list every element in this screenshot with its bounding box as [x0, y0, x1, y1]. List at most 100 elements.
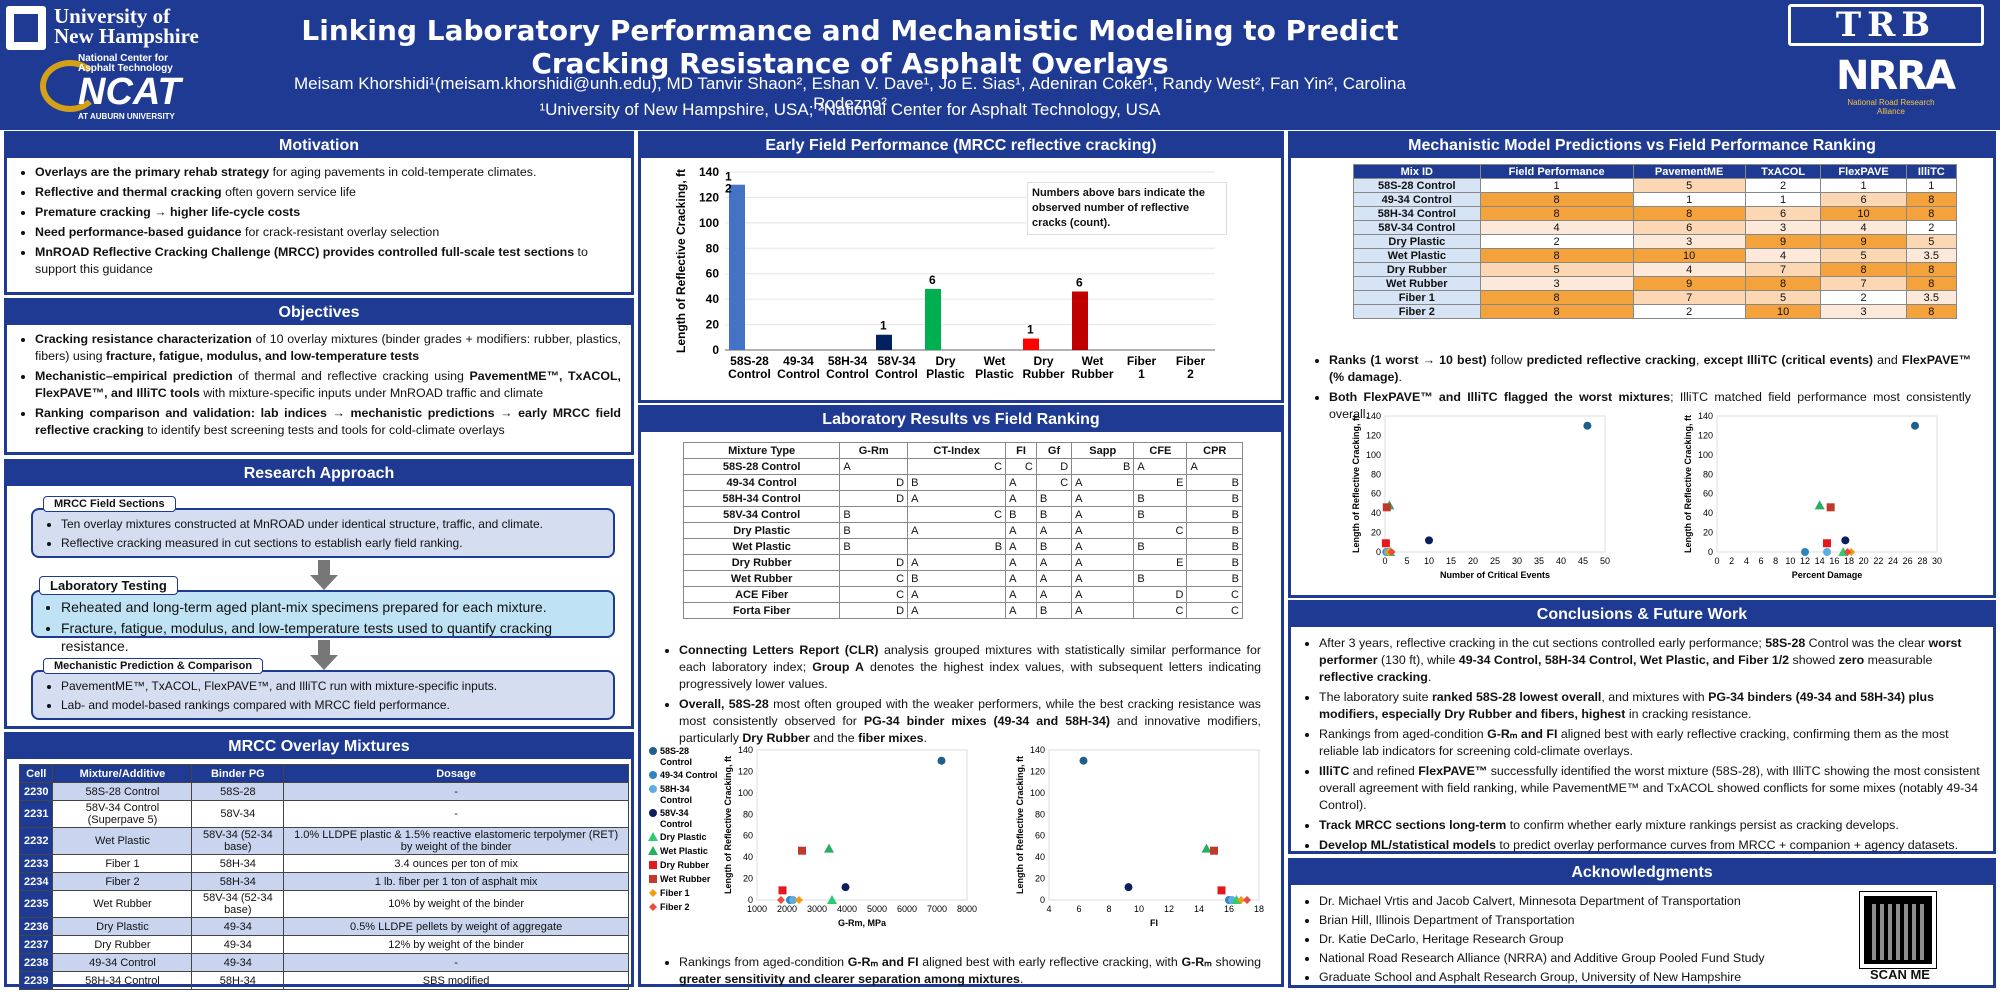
approach-list-model: PavementME™, TxACOL, FlexPAVE™, and Illi… [43, 678, 603, 713]
ack-item: Dr. Michael Vrtis and Jacob Calvert, Min… [1319, 893, 1983, 909]
approach-bullet: Lab- and model-based rankings compared w… [61, 697, 603, 713]
table-cell: 58H-34 Control [1353, 206, 1481, 221]
motivation-item-text: for crack-resistant overlay selection [241, 225, 440, 239]
table-cell: 6 [1744, 206, 1822, 221]
y-tick-label: 140 [738, 745, 753, 755]
x-tick-label: 5000 [867, 904, 887, 914]
c3-t2: aligned best with early reflective crack… [1319, 727, 1949, 758]
group-letter-left: B [1039, 540, 1048, 553]
x-tick-label: Wet Rubber [1072, 354, 1114, 381]
x-tick-label: 15 [1446, 556, 1456, 566]
mixture-name-cell: Forta Fiber [682, 602, 841, 619]
objective-3-text: to identify best screening tests and too… [143, 423, 505, 437]
table-cell: A [1133, 458, 1188, 475]
x-tick-label: 4 [1046, 904, 1051, 914]
lab-p3-t3: showing [1211, 955, 1262, 969]
table-cell: 58V-34 (52-34 base) [191, 827, 285, 855]
table-cell: 7 [1820, 276, 1907, 291]
model-b1-b: Ranks (1 worst → 10 best) [1329, 353, 1487, 367]
group-letter-right: C [1175, 524, 1184, 537]
table-cell: 1 [1479, 178, 1634, 193]
scatter-point [1911, 421, 1919, 430]
table-cell: SBS modified [283, 971, 629, 990]
lab-p1-b2: Group A [812, 660, 864, 674]
table-row: 2233 Fiber 1 58H-34 3.4 ounces per ton of m… [18, 854, 629, 873]
table-cell: 49-34 Control [1353, 192, 1481, 207]
table-cell: 10 [1820, 206, 1907, 221]
scatter-point [648, 846, 658, 855]
ncat-swoosh-icon [40, 60, 100, 112]
mixtures-panel: MRCC Overlay Mixtures Cell Mixture/Additi… [4, 732, 634, 990]
table-cell: E [1133, 554, 1188, 571]
table-cell: 7 [1744, 262, 1822, 277]
table-cell: A [907, 586, 1007, 603]
model-ranking-table: Mix ID Field Performance PavementME TxACOL F… [1353, 164, 1958, 319]
table-cell: 2232 [18, 827, 54, 855]
nrra-logo-text: NRRA [1836, 53, 1956, 99]
table-cell: 8 [1905, 276, 1958, 291]
table-cell: Wet Rubber [1353, 276, 1481, 291]
ack-item: Graduate School and Asphalt Research Gro… [1319, 969, 1983, 985]
table-cell: C [1186, 602, 1243, 619]
table-cell: A [1005, 490, 1037, 507]
lab-point-2: Overall, 58S-28 most often grouped with … [679, 696, 1261, 747]
scatter-point [1841, 536, 1850, 545]
model-b1-b2: predicted reflective cracking [1526, 353, 1696, 367]
poster-title: Linking Laboratory Performance and Mecha… [301, 14, 1399, 80]
table-cell: D [839, 490, 909, 507]
table-cell: C [907, 506, 1007, 523]
plot-area [1716, 415, 1938, 553]
x-tick-label: 16 [1829, 556, 1839, 566]
mixture-name-cell: Wet Rubber [682, 570, 841, 587]
scatter-point [649, 903, 657, 911]
field-title: Early Field Performance (MRCC reflective… [641, 134, 1281, 158]
table-cell: 8 [1479, 206, 1634, 221]
c5-t: to confirm whether early mixture ranking… [1506, 818, 1899, 832]
c1-b: 58S-28 [1765, 636, 1806, 650]
c2-t: The laboratory suite [1319, 690, 1432, 704]
bar [1023, 338, 1039, 350]
x-tick-label: 10 [1134, 904, 1144, 914]
x-tick-label: 2000 [777, 904, 797, 914]
scatter-point [1124, 883, 1133, 892]
y-axis-label: Length of Reflective Cracking, ft [1015, 756, 1025, 894]
lab-title: Laboratory Results vs Field Ranking [641, 408, 1281, 432]
table-cell: 2233 [18, 854, 54, 873]
objective-2-bold2: PavementME™, TxACOL, FlexPAVE™, and Illi… [35, 369, 621, 400]
table-cell: Fiber 1 [52, 854, 193, 873]
x-tick-label: 35 [1534, 556, 1544, 566]
authors: Meisam Khorshidi¹(meisam.khorshidi@unh.e… [293, 74, 1407, 113]
group-letter-right: D [896, 604, 905, 617]
table-cell: A [1071, 522, 1135, 539]
model-b1-t2: , [1696, 353, 1704, 367]
table-cell: A [1005, 602, 1037, 619]
group-letter-left: A [1190, 460, 1198, 473]
table-cell: D [839, 554, 909, 571]
c6-b: Develop ML/statistical models [1319, 838, 1496, 852]
table-cell: A [1071, 554, 1135, 571]
group-letter-right: C [896, 572, 905, 585]
scatter-point [777, 896, 785, 904]
lab-p3-b2: G-Rₘ [1181, 955, 1212, 969]
arrow-down-icon [310, 640, 338, 670]
scatter-point [1381, 539, 1390, 548]
table-cell: 3 [1820, 304, 1907, 319]
table-header: Binder PG [191, 764, 285, 783]
ncat-line2: AT AUBURN UNIVERSITY [78, 112, 175, 121]
scatter-point [1583, 421, 1592, 430]
table-cell: B [1035, 538, 1073, 555]
table-row: Wet Rubber C B A A A B B [682, 570, 1243, 587]
approach-tag-field: MRCC Field Sections [43, 496, 176, 512]
table-cell: 8 [1905, 192, 1958, 207]
table-cell: A [907, 554, 1007, 571]
table-cell: B [839, 538, 909, 555]
table-row: ACE Fiber C A A A A D C [682, 586, 1243, 603]
x-tick-label: Dry Rubber [1023, 354, 1065, 381]
group-letter-right: D [896, 556, 905, 569]
qr-code-icon[interactable] [1859, 891, 1937, 969]
table-cell: 1 [1632, 192, 1746, 207]
approach-tag-lab: Laboratory Testing [39, 576, 178, 595]
group-letter-left: A [1009, 540, 1017, 553]
field-note: Numbers above bars indicate the observed… [1027, 182, 1227, 235]
bar [876, 334, 892, 350]
